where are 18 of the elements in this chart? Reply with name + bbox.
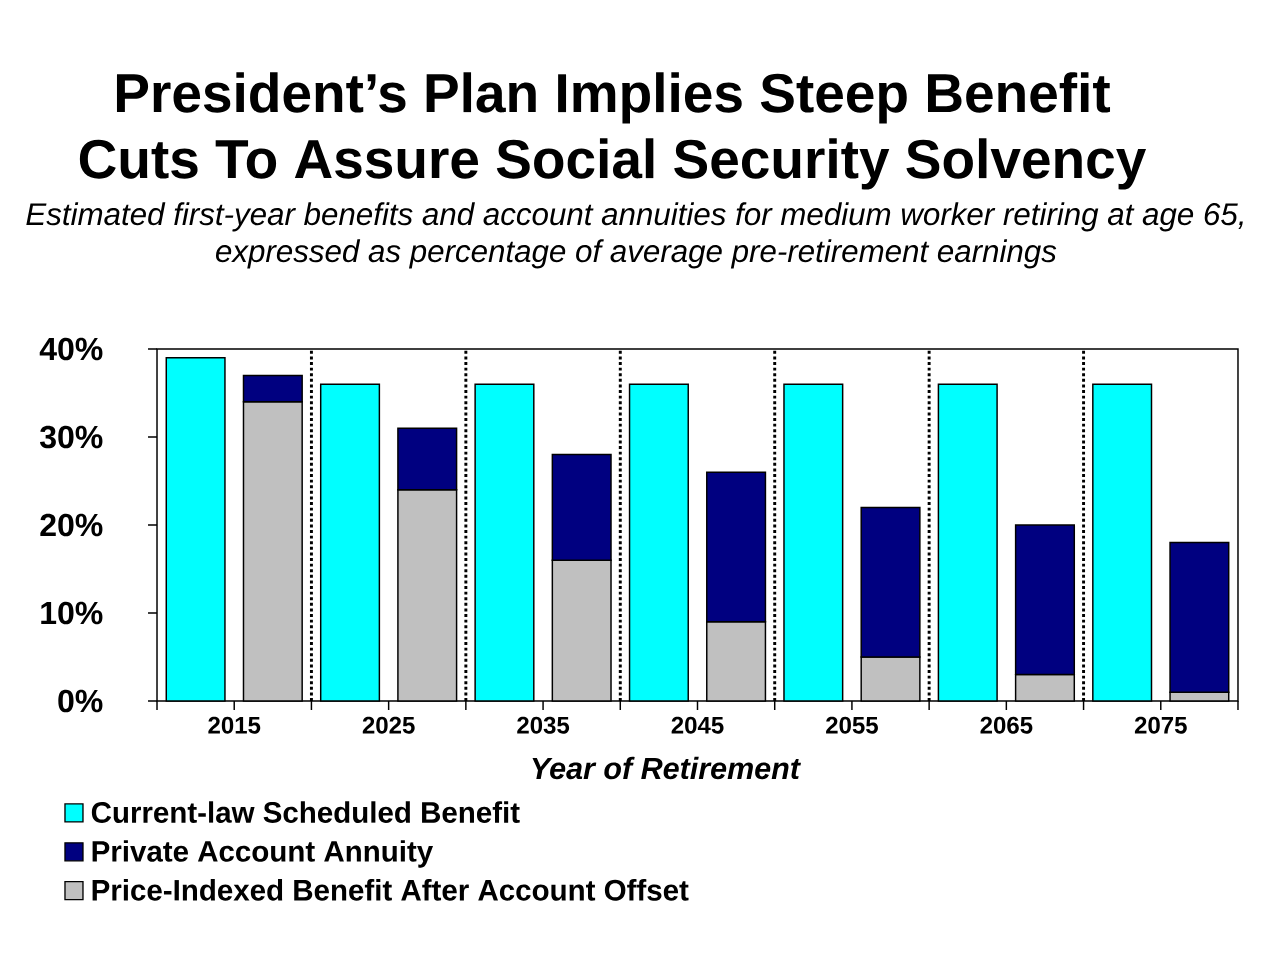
x-tick-label: 2015 [208, 716, 261, 734]
x-tick-label: 2055 [826, 716, 878, 734]
legend-label: Current-law Scheduled Benefit [91, 801, 520, 823]
x-axis-title: Year of Retirement [532, 756, 801, 780]
chart-subtitle: Estimated first-year benefits and account annuities for medium worker retiring at age 65, expressed as percentage of average pre-retirement earnings [26, 202, 1243, 269]
y-tick-label: 20% [40, 513, 103, 537]
x-tick-label: 2045 [671, 716, 724, 734]
y-tick-label: 40% [39, 337, 103, 361]
x-tick-label: 2025 [362, 716, 415, 734]
chart-title: President’s Plan Implies Steep Benefit Cuts To Assure Social Security Solvency [79, 72, 1147, 190]
x-tick-label: 2065 [980, 716, 1033, 734]
y-tick-label: 0% [58, 689, 103, 713]
y-tick-label: 10% [41, 601, 103, 625]
legend-label: Price-Indexed Benefit After Account Offset [92, 879, 689, 901]
legend-label: Private Account Annuity [92, 840, 434, 868]
x-tick-label: 2075 [1134, 716, 1187, 734]
x-tick-label: 2035 [517, 716, 570, 734]
y-tick-label: 30% [39, 425, 103, 449]
